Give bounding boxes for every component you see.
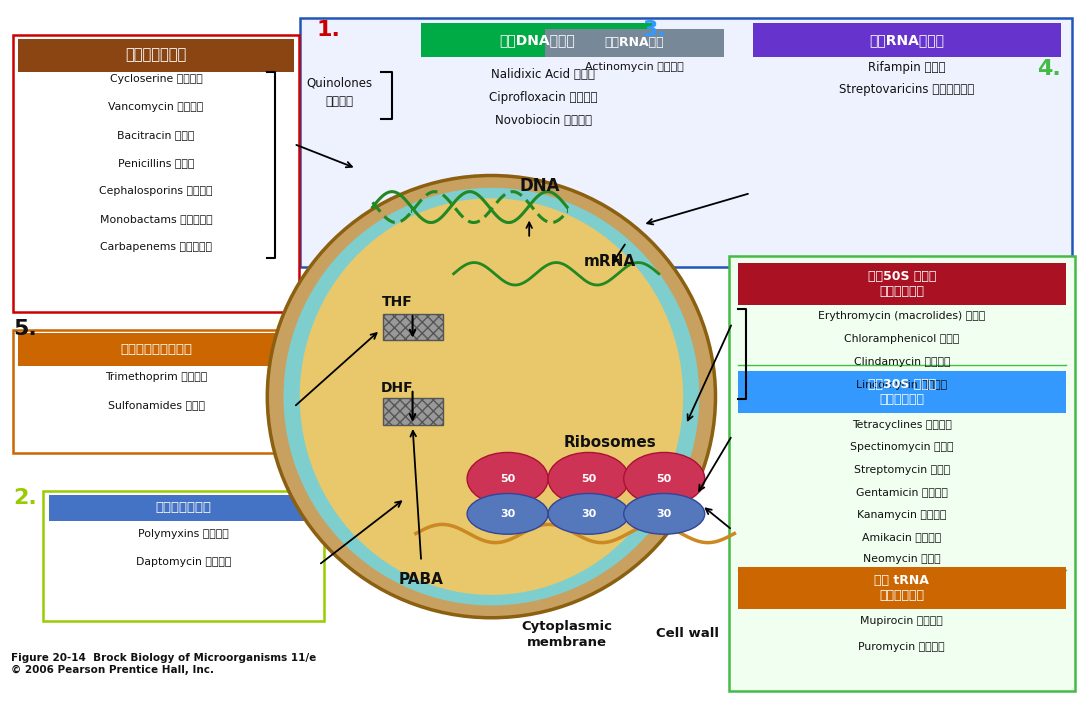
FancyBboxPatch shape [738, 371, 1066, 413]
Ellipse shape [283, 187, 700, 605]
Text: Bacitracin 杆菌肽: Bacitracin 杆菌肽 [118, 130, 194, 140]
Text: Nalidixic Acid 萘啶酸: Nalidixic Acid 萘啶酸 [491, 68, 595, 81]
Text: 抑制细胞壁合成: 抑制细胞壁合成 [125, 47, 187, 62]
Text: 50: 50 [581, 474, 596, 484]
Text: Figure 20-14  Brock Biology of Microorganisms 11/e
© 2006 Pearson Prentice Hall,: Figure 20-14 Brock Biology of Microorgan… [11, 653, 316, 675]
FancyBboxPatch shape [753, 23, 1061, 57]
Text: membrane: membrane [527, 636, 607, 649]
Text: Quinolones: Quinolones [306, 77, 373, 89]
FancyBboxPatch shape [383, 314, 443, 340]
FancyBboxPatch shape [18, 333, 294, 366]
Text: 影响微生物代谢功能: 影响微生物代谢功能 [120, 343, 192, 356]
FancyBboxPatch shape [545, 29, 724, 57]
Text: 1.: 1. [316, 20, 340, 39]
Text: 抑制细胞膜功能: 抑制细胞膜功能 [156, 501, 212, 514]
Text: Tetracyclines 四环霉素: Tetracyclines 四环霉素 [852, 420, 951, 430]
Text: Clindamycin 克林霉素: Clindamycin 克林霉素 [853, 357, 950, 367]
Text: 5.: 5. [13, 319, 37, 339]
Text: Monobactams 单酰胺菌素: Monobactams 单酰胺菌素 [99, 214, 213, 224]
Text: Trimethoprim 甲氧苄唶: Trimethoprim 甲氧苄唶 [105, 372, 207, 382]
Ellipse shape [549, 494, 629, 534]
Ellipse shape [268, 176, 715, 618]
Text: PABA: PABA [399, 571, 444, 587]
Text: Cell wall: Cell wall [657, 628, 719, 640]
Text: 喹诺酮类: 喹诺酮类 [325, 95, 353, 107]
Text: 抑制RNA聚合: 抑制RNA聚合 [605, 37, 664, 49]
Text: 4.: 4. [1037, 59, 1061, 79]
Text: Polymyxins 多粘菌素: Polymyxins 多粘菌素 [138, 529, 229, 538]
Text: 50: 50 [657, 474, 672, 484]
Text: Chloramphenicol 氯霉素: Chloramphenicol 氯霉素 [845, 334, 959, 344]
Text: 抑倱30S 核糖体
合成蛋白功能: 抑倱30S 核糖体 合成蛋白功能 [867, 378, 936, 406]
FancyBboxPatch shape [43, 491, 324, 621]
Text: Novobiocin 新生霉素: Novobiocin 新生霉素 [495, 114, 592, 127]
FancyBboxPatch shape [13, 330, 299, 453]
Text: 抑倱50S 核糖体
合成蛋白功能: 抑倱50S 核糖体 合成蛋白功能 [867, 270, 936, 298]
Text: Daptomycin 达托霉素: Daptomycin 达托霉素 [136, 557, 231, 567]
Text: Carbapenems 碘青霉烯素: Carbapenems 碘青霉烯素 [100, 242, 212, 252]
Text: Actinomycin 放线菌素: Actinomycin 放线菌素 [585, 62, 684, 72]
Text: Cycloserine 环丝氨酸: Cycloserine 环丝氨酸 [110, 74, 202, 84]
Text: Mupirocin 莫匹罗星: Mupirocin 莫匹罗星 [861, 616, 943, 626]
Text: Streptomycin 链霉素: Streptomycin 链霉素 [853, 465, 950, 475]
FancyBboxPatch shape [13, 35, 299, 312]
Ellipse shape [467, 494, 548, 534]
FancyBboxPatch shape [300, 18, 1072, 267]
Text: DNA: DNA [519, 177, 561, 195]
Text: 30: 30 [500, 509, 515, 519]
Ellipse shape [467, 453, 548, 505]
Text: Sulfonamides 磺酰胺: Sulfonamides 磺酰胺 [108, 400, 204, 410]
Ellipse shape [624, 494, 705, 534]
FancyBboxPatch shape [729, 256, 1075, 691]
Text: Ciprofloxacin 环丙沙星: Ciprofloxacin 环丙沙星 [489, 91, 597, 104]
Text: Rifampin 利福平: Rifampin 利福平 [868, 61, 945, 74]
Ellipse shape [624, 453, 705, 505]
Text: 抑制DNA旋转酶: 抑制DNA旋转酶 [499, 33, 576, 47]
Text: 50: 50 [500, 474, 515, 484]
FancyBboxPatch shape [738, 263, 1066, 305]
Text: Puromycin 嘵呤霉素: Puromycin 嘵呤霉素 [859, 642, 945, 651]
FancyBboxPatch shape [49, 495, 319, 521]
Text: Gentamicin 庆大霉素: Gentamicin 庆大霉素 [855, 487, 948, 497]
Text: THF: THF [382, 295, 413, 309]
Text: DHF: DHF [381, 380, 414, 395]
Text: Amikacin 阿米卡星: Amikacin 阿米卡星 [862, 532, 942, 542]
Text: Lincomycin 林可霉素: Lincomycin 林可霉素 [856, 380, 947, 390]
Text: 3.: 3. [643, 20, 666, 39]
Text: 30: 30 [657, 509, 672, 519]
Ellipse shape [549, 453, 629, 505]
FancyBboxPatch shape [383, 398, 443, 425]
FancyBboxPatch shape [18, 39, 294, 72]
Text: 2.: 2. [13, 488, 37, 508]
Text: Kanamycin 卡那霉素: Kanamycin 卡那霉素 [858, 510, 946, 519]
Text: Streptovaricins 曲线链丝菌素: Streptovaricins 曲线链丝菌素 [839, 84, 974, 96]
Text: Neomycin 新霉素: Neomycin 新霉素 [863, 555, 941, 564]
Ellipse shape [300, 199, 684, 595]
Text: Cephalosporins 头孢菌素: Cephalosporins 头孢菌素 [99, 186, 213, 196]
Text: 抑制RNA聚合酶: 抑制RNA聚合酶 [869, 33, 944, 47]
Text: 抑制 tRNA
合成蛋白功能: 抑制 tRNA 合成蛋白功能 [875, 574, 929, 602]
Text: Ribosomes: Ribosomes [564, 435, 657, 450]
FancyBboxPatch shape [421, 23, 653, 57]
Text: Penicillins 青霉素: Penicillins 青霉素 [118, 158, 194, 168]
Text: Cytoplasmic: Cytoplasmic [522, 620, 612, 633]
Text: 30: 30 [581, 509, 596, 519]
FancyBboxPatch shape [738, 567, 1066, 609]
Text: Spectinomycin 奇霉素: Spectinomycin 奇霉素 [850, 442, 954, 452]
Text: Vancomycin 万古霉素: Vancomycin 万古霉素 [108, 102, 204, 112]
Text: mRNA: mRNA [584, 253, 636, 269]
Text: Erythromycin (macrolides) 红霉素: Erythromycin (macrolides) 红霉素 [819, 311, 985, 321]
